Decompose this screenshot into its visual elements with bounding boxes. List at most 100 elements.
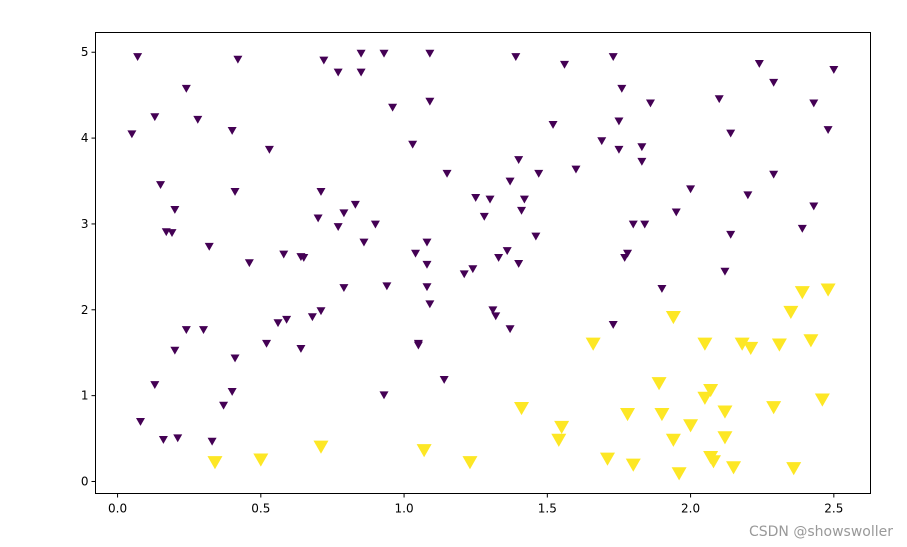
point	[442, 169, 452, 178]
point	[135, 418, 145, 426]
point	[797, 224, 807, 233]
point	[204, 242, 214, 251]
point	[628, 220, 638, 229]
point	[514, 402, 530, 416]
point	[264, 145, 274, 154]
point	[809, 202, 819, 211]
point	[488, 306, 498, 315]
point	[697, 391, 713, 405]
point	[717, 405, 733, 419]
point	[282, 315, 292, 324]
point	[350, 200, 360, 209]
point	[551, 433, 567, 447]
point	[370, 220, 380, 229]
point	[127, 130, 137, 139]
point	[786, 462, 802, 476]
point	[491, 312, 501, 321]
point	[422, 283, 432, 292]
point	[637, 157, 647, 166]
point	[548, 120, 558, 129]
x-tick-label: 2.5	[824, 502, 843, 516]
point	[494, 254, 504, 262]
point	[597, 137, 607, 146]
point	[726, 461, 742, 475]
point	[519, 195, 529, 204]
point	[783, 305, 799, 320]
point	[608, 321, 618, 329]
point	[803, 334, 819, 348]
point	[167, 229, 177, 238]
point	[502, 247, 512, 256]
point	[645, 99, 655, 108]
point	[754, 60, 764, 68]
point	[299, 254, 309, 262]
point	[313, 214, 323, 223]
point	[554, 420, 570, 435]
y-tick-label: 2	[81, 303, 89, 317]
point	[620, 254, 630, 262]
point	[734, 337, 750, 351]
point	[485, 195, 495, 204]
point	[479, 212, 489, 221]
y-tick-label: 0	[81, 474, 89, 488]
point	[743, 341, 759, 356]
point	[511, 53, 521, 62]
point	[411, 249, 421, 258]
point	[703, 383, 719, 398]
point	[316, 187, 326, 196]
point	[170, 205, 180, 214]
point	[207, 456, 223, 470]
point	[459, 270, 469, 279]
point	[425, 49, 435, 58]
point	[379, 391, 389, 400]
point	[820, 283, 836, 297]
x-tick-label: 2.0	[681, 502, 700, 516]
point	[388, 103, 398, 112]
point	[769, 170, 779, 179]
point	[683, 419, 699, 433]
point	[359, 238, 369, 247]
y-tick-label: 1	[81, 389, 89, 403]
point	[356, 68, 366, 77]
point	[230, 187, 240, 196]
point	[279, 250, 289, 259]
point	[468, 265, 478, 274]
point	[416, 444, 432, 458]
point	[382, 282, 392, 291]
point	[379, 49, 389, 58]
point	[422, 238, 432, 247]
point	[517, 206, 527, 215]
point	[743, 191, 753, 200]
point	[505, 325, 515, 334]
point	[614, 145, 624, 154]
x-tick-label: 1.0	[395, 502, 414, 516]
point	[505, 177, 515, 186]
point	[705, 455, 721, 469]
point	[207, 437, 217, 446]
point	[170, 346, 180, 355]
point	[823, 126, 833, 135]
point	[307, 313, 317, 322]
point	[173, 434, 183, 443]
point	[657, 284, 667, 293]
point	[814, 393, 830, 407]
point	[319, 56, 329, 65]
point	[408, 140, 418, 149]
point	[316, 307, 326, 316]
point	[651, 377, 667, 391]
point	[608, 53, 618, 62]
point	[227, 126, 237, 135]
x-tick-label: 0.5	[251, 502, 270, 516]
point	[697, 337, 713, 351]
point	[671, 208, 681, 217]
point	[158, 436, 168, 444]
plot-frame	[95, 32, 871, 494]
point	[585, 337, 601, 351]
y-tick-label: 4	[81, 131, 89, 145]
point	[181, 84, 191, 93]
point	[654, 408, 670, 422]
point	[273, 319, 283, 328]
point	[150, 381, 160, 389]
point	[599, 452, 615, 466]
